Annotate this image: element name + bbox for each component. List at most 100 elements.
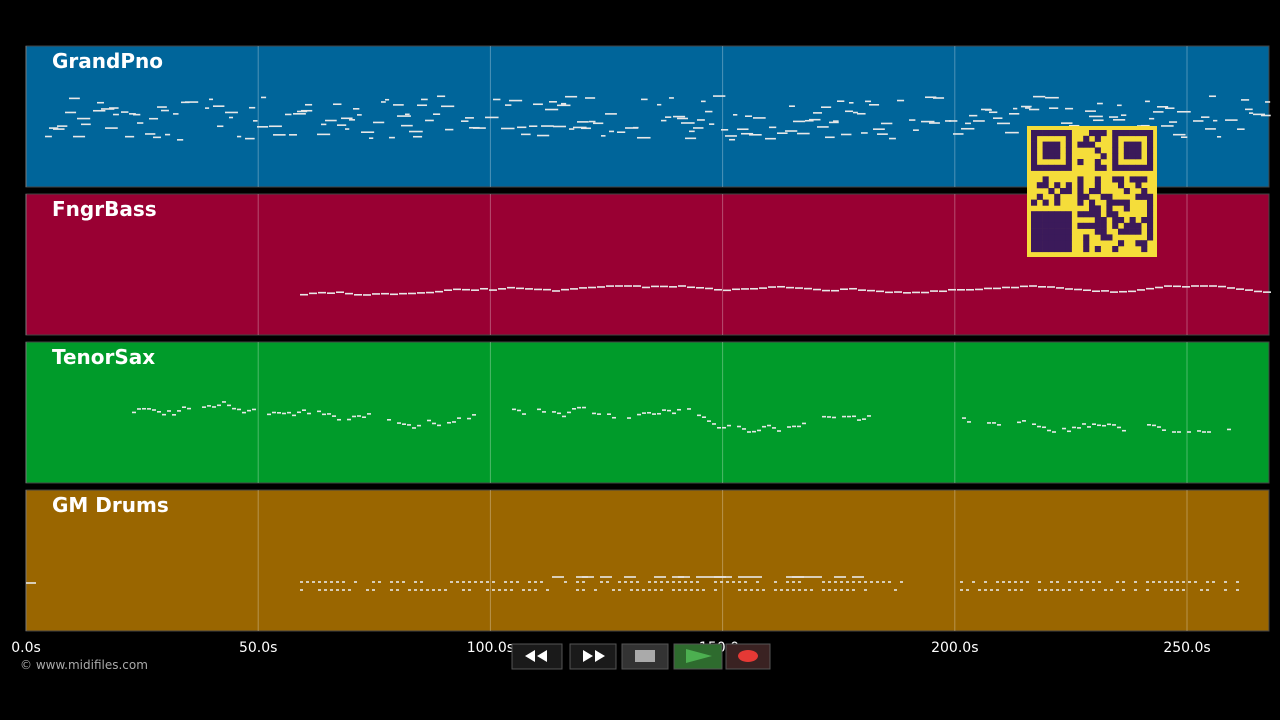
- qr-module: [1054, 211, 1061, 218]
- rewind-button[interactable]: [511, 643, 563, 670]
- qr-module: [1094, 228, 1101, 235]
- qr-module: [1060, 222, 1067, 229]
- qr-module: [1112, 211, 1119, 218]
- qr-module: [1060, 211, 1067, 218]
- qr-module: [1141, 188, 1148, 195]
- qr-module: [1112, 135, 1119, 142]
- qr-module: [1065, 164, 1072, 171]
- qr-module: [1129, 147, 1136, 154]
- qr-module: [1100, 153, 1107, 160]
- qr-module: [1106, 211, 1113, 218]
- qr-module: [1141, 176, 1148, 183]
- qr-module: [1083, 222, 1090, 229]
- qr-module: [1060, 188, 1067, 195]
- qr-module: [1036, 193, 1043, 200]
- qr-module: [1094, 246, 1101, 253]
- qr-module: [1077, 188, 1084, 195]
- qr-module: [1141, 164, 1148, 171]
- qr-module: [1048, 147, 1055, 154]
- qr-module: [1077, 182, 1084, 189]
- qr-module: [1042, 228, 1049, 235]
- qr-module: [1083, 240, 1090, 247]
- qr-module: [1048, 188, 1055, 195]
- qr-module: [1094, 182, 1101, 189]
- qr-module: [1054, 130, 1061, 137]
- qr-module: [1036, 130, 1043, 137]
- qr-module: [1129, 130, 1136, 137]
- stop-button[interactable]: [621, 643, 669, 670]
- notes: [26, 95, 1271, 591]
- qr-module: [1135, 222, 1142, 229]
- qr-module: [1135, 176, 1142, 183]
- qr-module: [1118, 199, 1125, 206]
- tick-label: 200.0s: [931, 640, 978, 656]
- qr-module: [1042, 222, 1049, 229]
- qr-module: [1123, 130, 1130, 137]
- qr-module: [1048, 164, 1055, 171]
- qr-module: [1031, 135, 1038, 142]
- qr-module: [1065, 153, 1072, 160]
- qr-module: [1118, 240, 1125, 247]
- qr-module: [1147, 159, 1154, 166]
- qr-module: [1031, 130, 1038, 137]
- qr-module: [1077, 141, 1084, 148]
- qr-module: [1147, 199, 1154, 206]
- credit: © www.midifiles.com: [20, 658, 148, 672]
- qr-module: [1141, 246, 1148, 253]
- qr-module: [1031, 164, 1038, 171]
- qr-module: [1060, 164, 1067, 171]
- qr-module: [1036, 234, 1043, 241]
- qr-module: [1054, 164, 1061, 171]
- qr-module: [1100, 193, 1107, 200]
- qr-module: [1031, 199, 1038, 206]
- qr-module: [1077, 159, 1084, 166]
- qr-module: [1031, 246, 1038, 253]
- qr-module: [1112, 164, 1119, 171]
- button-bg: [569, 643, 617, 670]
- qr-module: [1141, 217, 1148, 224]
- qr-module: [1054, 193, 1061, 200]
- qr-module: [1123, 188, 1130, 195]
- qr-module: [1123, 199, 1130, 206]
- qr-module: [1031, 159, 1038, 166]
- qr-module: [1147, 147, 1154, 154]
- play-button[interactable]: [673, 643, 723, 670]
- qr-module: [1060, 228, 1067, 235]
- qr-module: [1094, 159, 1101, 166]
- qr-module: [1123, 153, 1130, 160]
- qr-module: [1054, 153, 1061, 160]
- qr-module: [1048, 234, 1055, 241]
- qr-module: [1042, 240, 1049, 247]
- qr-module: [1135, 193, 1142, 200]
- qr-module: [1118, 217, 1125, 224]
- qr-module: [1042, 199, 1049, 206]
- qr-module: [1048, 153, 1055, 160]
- qr-module: [1094, 164, 1101, 171]
- qr-module: [1094, 176, 1101, 183]
- record-button[interactable]: [725, 643, 771, 670]
- qr-module: [1031, 234, 1038, 241]
- qr-module: [1147, 234, 1154, 241]
- qr-module: [1042, 211, 1049, 218]
- qr-module: [1042, 141, 1049, 148]
- qr-module: [1042, 153, 1049, 160]
- qr-module: [1060, 246, 1067, 253]
- qr-module: [1083, 193, 1090, 200]
- fast-forward-button[interactable]: [569, 643, 617, 670]
- qr-module: [1065, 240, 1072, 247]
- tick-label: 0.0s: [11, 640, 41, 656]
- qr-module: [1077, 211, 1084, 218]
- qr-module: [1135, 240, 1142, 247]
- qr-module: [1042, 176, 1049, 183]
- qr-module: [1135, 141, 1142, 148]
- qr-module: [1112, 222, 1119, 229]
- qr-module: [1065, 246, 1072, 253]
- qr-module: [1048, 240, 1055, 247]
- tick-label: 100.0s: [467, 640, 514, 656]
- qr-module: [1065, 159, 1072, 166]
- qr-module: [1123, 205, 1130, 212]
- qr-module: [1065, 188, 1072, 195]
- qr-module: [1065, 234, 1072, 241]
- qr-module: [1054, 246, 1061, 253]
- qr-module: [1042, 246, 1049, 253]
